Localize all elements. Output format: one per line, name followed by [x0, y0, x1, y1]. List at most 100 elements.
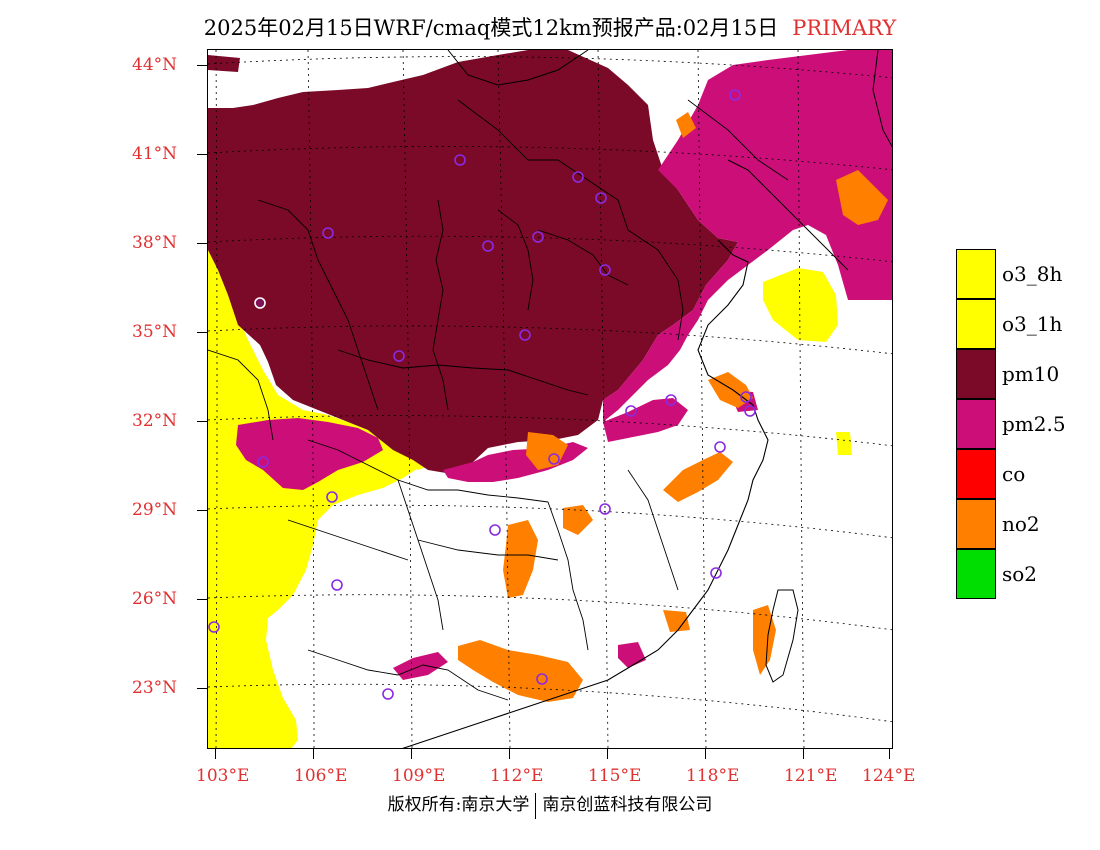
legend-label: co: [1002, 462, 1026, 486]
lon-label-118: 118°E: [686, 766, 740, 786]
station-marker: [744, 405, 756, 417]
legend-label: pm10: [1002, 362, 1060, 386]
legend-swatch: [956, 249, 996, 299]
copyright: 版权所有:南京大学 南京创蓝科技有限公司: [0, 790, 1100, 819]
station-marker: [532, 231, 544, 243]
lat-label-35: 35°N: [132, 322, 178, 342]
lat-tick: [197, 65, 207, 66]
no2-region-hunan: [503, 520, 538, 598]
map-title: 2025年02月15日WRF/cmaq模式12km预报产品:02月15日 PRIM…: [0, 12, 1100, 42]
lon-tick: [509, 749, 510, 759]
station-marker: [393, 350, 405, 362]
title-main: 2025年02月15日WRF/cmaq模式12km预报产品:02月15日: [203, 16, 779, 40]
graticule: [208, 50, 892, 748]
station-marker: [326, 491, 338, 503]
station-marker: [454, 154, 466, 166]
title-primary-tag: PRIMARY: [792, 16, 897, 40]
station-marker: [257, 456, 269, 468]
pm25-region-northeast: [603, 50, 892, 422]
station-marker: [714, 441, 726, 453]
map-canvas: [208, 50, 892, 748]
legend-swatch: [956, 399, 996, 449]
station-marker: [254, 297, 266, 309]
no2-region-jiangxi: [563, 505, 593, 535]
station-marker: [208, 621, 220, 633]
legend-swatch: [956, 499, 996, 549]
lat-label-26: 26°N: [132, 589, 178, 609]
lon-tick: [607, 749, 608, 759]
station-marker: [519, 329, 531, 341]
lon-tick: [803, 749, 804, 759]
lat-tick: [197, 510, 207, 511]
lon-tick: [313, 749, 314, 759]
province-boundaries: [208, 99, 789, 701]
station-marker: [536, 673, 548, 685]
lon-tick: [889, 749, 890, 759]
legend-item-o3-8h: o3_8h: [956, 249, 1096, 299]
coastline-northeast: [727, 159, 849, 271]
legend-swatch: [956, 299, 996, 349]
station-marker: [599, 264, 611, 276]
station-marker: [595, 192, 607, 204]
copyright-right: 南京创蓝科技有限公司: [542, 795, 713, 815]
station-marker: [665, 394, 677, 406]
no2-region-pearl-delta: [458, 640, 583, 702]
copyright-left: 版权所有:南京大学: [387, 795, 530, 815]
legend-swatch: [956, 349, 996, 399]
legend-item-pm10: pm10: [956, 349, 1096, 399]
legend-label: so2: [1002, 562, 1038, 586]
copyright-separator: [535, 792, 537, 819]
lat-tick: [197, 154, 207, 155]
station-marker: [482, 240, 494, 252]
no2-region-northeast: [836, 170, 888, 225]
o3-region-west: [208, 228, 423, 748]
lat-label-44: 44°N: [132, 55, 178, 75]
lat-label-32: 32°N: [132, 411, 178, 431]
lat-label-29: 29°N: [132, 500, 178, 520]
legend-swatch: [956, 549, 996, 599]
station-marker: [548, 453, 560, 465]
legend-label: o3_1h: [1002, 312, 1063, 336]
station-markers: [208, 89, 756, 700]
station-marker: [489, 524, 501, 536]
lon-label-106: 106°E: [294, 766, 348, 786]
legend-item-so2: so2: [956, 549, 1096, 599]
national-border-north: [447, 50, 589, 86]
lat-tick: [197, 599, 207, 600]
legend: o3_8h o3_1h pm10 pm2.5 co no2 so2: [956, 249, 1096, 599]
lon-label-103: 103°E: [196, 766, 250, 786]
station-marker: [740, 391, 752, 403]
lat-tick: [197, 243, 207, 244]
lon-tick: [705, 749, 706, 759]
pm10-region-main: [208, 50, 738, 475]
legend-item-o3-1h: o3_1h: [956, 299, 1096, 349]
legend-item-no2: no2: [956, 499, 1096, 549]
no2-region-anhui: [663, 452, 733, 502]
o3-region-east: [836, 432, 852, 455]
lon-tick: [215, 749, 216, 759]
lat-label-41: 41°N: [132, 144, 178, 164]
no2-region-fujian-coast: [663, 610, 690, 632]
station-marker: [322, 227, 334, 239]
station-marker: [331, 579, 343, 591]
station-marker: [710, 567, 722, 579]
station-marker: [572, 171, 584, 183]
legend-item-pm25: pm2.5: [956, 399, 1096, 449]
legend-item-co: co: [956, 449, 1096, 499]
no2-region-central: [526, 432, 568, 470]
station-marker: [599, 503, 611, 515]
lon-label-109: 109°E: [392, 766, 446, 786]
lon-label-121: 121°E: [784, 766, 838, 786]
o3-region-northeast: [763, 268, 838, 342]
no2-region-liaoning: [676, 112, 696, 138]
pm10-region-top-left: [208, 55, 240, 72]
lat-label-23: 23°N: [132, 678, 178, 698]
lat-label-38: 38°N: [132, 233, 178, 253]
lat-tick: [197, 421, 207, 422]
station-marker: [382, 688, 394, 700]
lat-tick: [197, 688, 207, 689]
pollutant-map[interactable]: [207, 49, 893, 749]
lat-tick: [197, 332, 207, 333]
pm25-region-guangdong: [618, 642, 646, 668]
taiwan-coastline: [765, 589, 799, 683]
